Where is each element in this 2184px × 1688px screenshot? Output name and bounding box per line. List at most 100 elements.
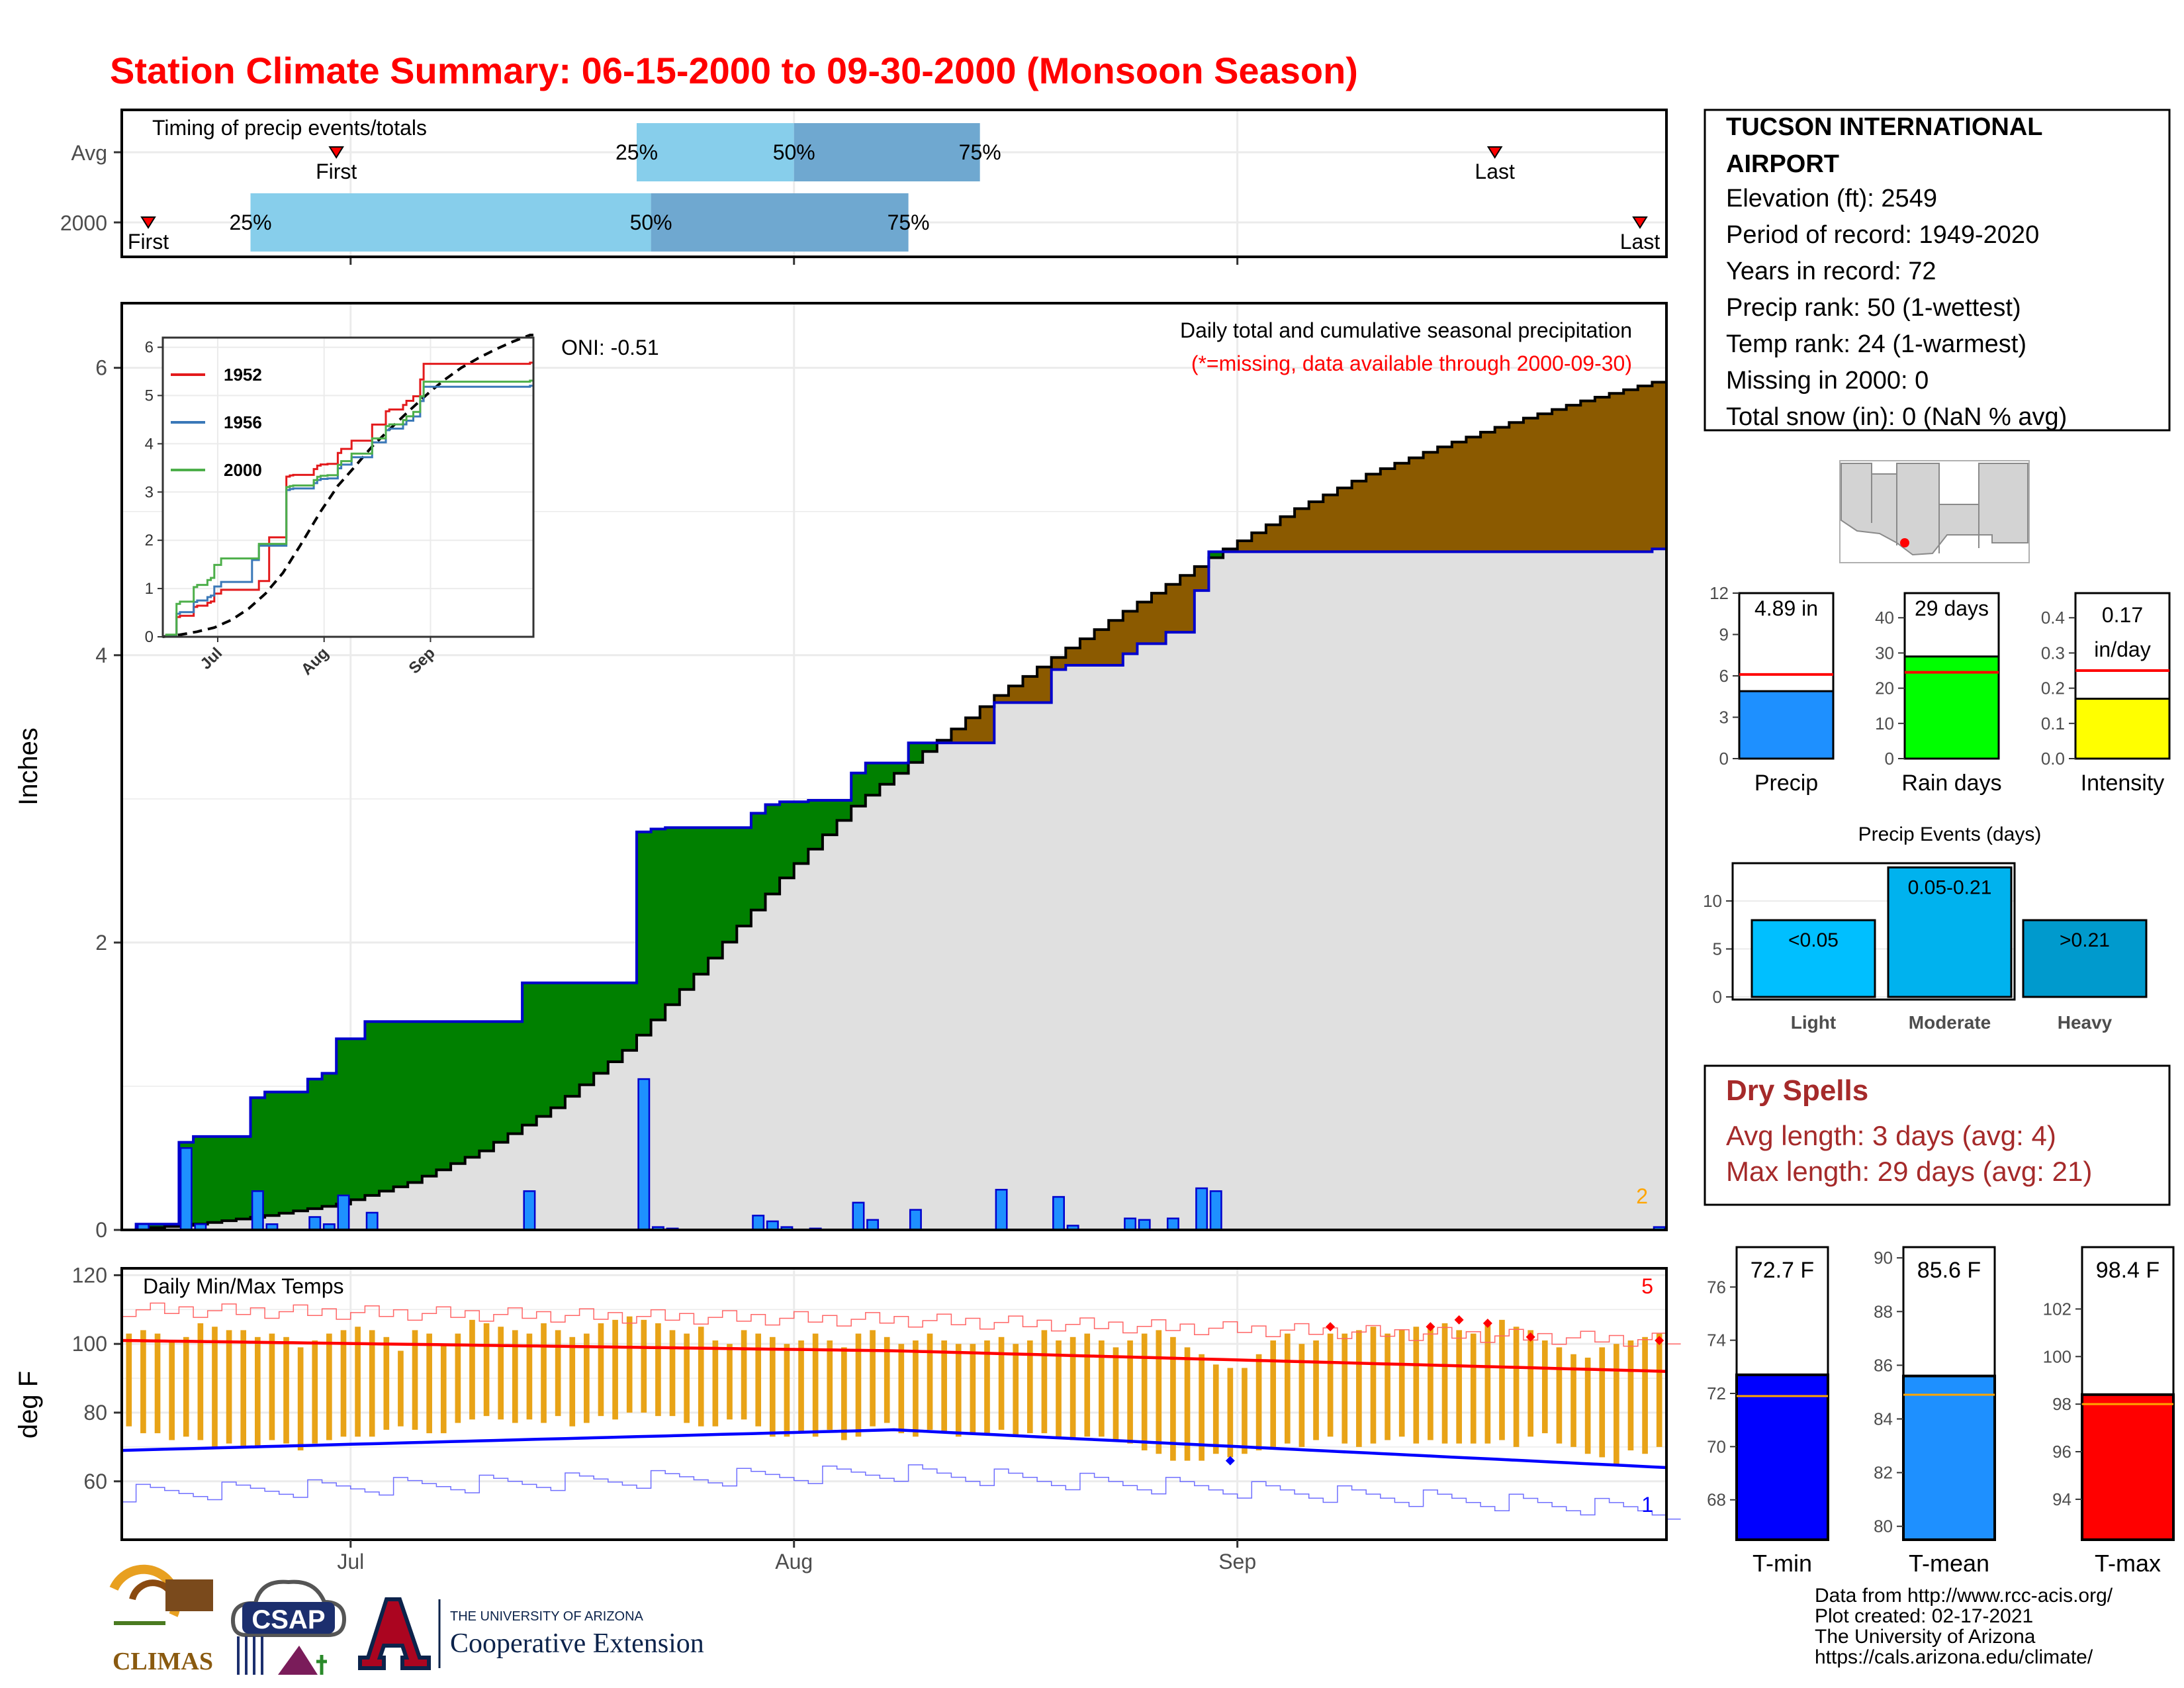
inset-y-tick-label: 0: [145, 628, 154, 646]
daily-precip-bar: [866, 1219, 880, 1231]
station-details: Elevation (ft): 2549 Period of record: 19…: [1726, 185, 2067, 431]
mini-bar-value-unit: in/day: [2094, 637, 2150, 661]
precip-y-tick-label: 2: [95, 931, 107, 955]
oni-label: ONI: -0.51: [561, 336, 659, 359]
temp-range-bar: [269, 1333, 275, 1440]
temp-mini-y-tick-label: 102: [2043, 1299, 2071, 1319]
climas-logo-text: CLIMAS: [113, 1648, 213, 1675]
precip-events-chart: Precip Events (days) 0 5 10 <0.05 Light 0.05-…: [1703, 823, 2148, 1033]
temp-range-bar: [684, 1333, 690, 1423]
temp-range-bar: [1584, 1357, 1591, 1454]
temp-range-bar: [1570, 1354, 1576, 1447]
temp-range-bar: [1270, 1340, 1277, 1447]
temp-range-bar: [297, 1347, 304, 1451]
inset-line-1956: [163, 385, 533, 638]
temp-range-bar: [498, 1327, 504, 1420]
ua-logo-bottom: Cooperative Extension: [450, 1628, 704, 1659]
temp-range-bar: [455, 1333, 461, 1423]
temp-range-bar: [655, 1323, 661, 1417]
temp-range-bar: [183, 1336, 189, 1437]
inset-y-tick-label: 4: [145, 435, 154, 453]
temp-range-bar: [1627, 1340, 1634, 1451]
temp-mini-label: T-mean: [1909, 1550, 1989, 1577]
temp-panel-label: Daily Min/Max Temps: [143, 1274, 343, 1298]
temp-range-bar: [1513, 1327, 1520, 1447]
station-name-line2: AIRPORT: [1726, 150, 1839, 178]
temp-range-bar: [1370, 1327, 1377, 1444]
events-bar-label: Heavy: [2058, 1012, 2113, 1033]
temp-range-bar: [1470, 1333, 1477, 1444]
station-detail-line: Precip rank: 50 (1-wettest): [1726, 294, 2021, 322]
temp-range-bar: [1599, 1347, 1606, 1458]
temp-range-bar: [140, 1330, 146, 1434]
footer-credit-line: Data from http://www.rcc-acis.org/: [1815, 1585, 2113, 1607]
station-location-dot: [1900, 538, 1909, 547]
university-of-arizona-logo: THE UNIVERSITY OF ARIZONA Cooperative Ex…: [358, 1597, 704, 1670]
temp-range-bar: [440, 1344, 447, 1434]
temp-mini-y-tick-label: 98: [2052, 1394, 2071, 1414]
temp-range-bar: [1113, 1347, 1119, 1440]
temp-range-bar: [1255, 1354, 1262, 1451]
temp-range-bar: [412, 1330, 418, 1430]
temp-range-bar: [355, 1327, 361, 1437]
map-region-shape: [1841, 463, 2028, 556]
daily-precip-bar: [1124, 1217, 1137, 1231]
temp-range-bar: [1484, 1323, 1491, 1444]
events-bar-label: Moderate: [1909, 1012, 1991, 1033]
inset-y-tick-label: 6: [145, 339, 154, 357]
temperature-panel: 60 80 100 120 Daily Min/Max Temps 5 1 deg F…: [14, 1263, 1681, 1573]
daily-precip-bar: [1052, 1196, 1065, 1231]
csap-logo-text: CSAP: [251, 1605, 325, 1634]
temp-range-bar: [1056, 1340, 1062, 1437]
mini-bar-label: Intensity: [2081, 771, 2165, 796]
temp-range-bar: [1656, 1333, 1662, 1447]
temp-y-tick-label: 60: [83, 1470, 107, 1493]
temp-range-bar: [483, 1323, 490, 1417]
temp-range-bar: [283, 1336, 289, 1444]
mini-bar-label: Rain days: [1901, 771, 2001, 796]
temp-mini-y-tick-label: 100: [2043, 1346, 2071, 1366]
temp-range-bar: [984, 1340, 990, 1434]
below-normal-area: [122, 382, 1666, 1230]
daily-precip-bar: [308, 1216, 322, 1231]
events-bar-value-label: >0.21: [2060, 929, 2110, 951]
record-high-marker: [1326, 1322, 1336, 1332]
temp-range-bar: [841, 1347, 847, 1440]
mini-bar-label: Precip: [1754, 771, 1818, 796]
station-detail-line: Total snow (in): 0 (NaN % avg): [1726, 403, 2067, 431]
temp-mini-y-tick-label: 76: [1707, 1277, 1726, 1297]
temp-mini-value-label: 98.4 F: [2096, 1258, 2160, 1283]
footer-credits: Data from http://www.rcc-acis.org/Plot c…: [1815, 1585, 2113, 1668]
temp-range-bar: [1441, 1323, 1448, 1444]
timing-marker-label: First: [316, 160, 357, 183]
temp-range-bar: [927, 1333, 933, 1430]
events-bar: [1751, 919, 1876, 998]
inset-series-lines: [163, 361, 533, 638]
temp-range-bar: [1284, 1333, 1291, 1444]
temp-range-bar: [1127, 1340, 1133, 1444]
mini-y-tick-label: 40: [1875, 608, 1894, 628]
temp-range-bar: [240, 1330, 247, 1447]
daily-precip-bar: [852, 1201, 865, 1231]
temp-range-bars: [126, 1316, 1662, 1464]
timing-marker-triangle: [1632, 216, 1648, 229]
daily-precip-bar: [637, 1078, 651, 1231]
quartile-label-75: 75%: [959, 140, 1001, 164]
record-high-marker: [1655, 1335, 1664, 1345]
temp-range-bar: [326, 1333, 332, 1440]
temp-range-bar: [769, 1336, 776, 1437]
x-tick-label: Sep: [1218, 1550, 1256, 1573]
temp-range-bar: [526, 1333, 533, 1420]
temp-range-bar: [1556, 1347, 1563, 1444]
daily-precip-bar: [752, 1215, 765, 1231]
temp-mini-y-tick-label: 82: [1874, 1463, 1893, 1483]
temp-range-bar: [1199, 1354, 1205, 1461]
temp-range-bar: [598, 1323, 604, 1417]
quartile-label-75: 75%: [887, 211, 930, 234]
temp-min-record-count: 1: [1641, 1493, 1653, 1517]
record-min-line: [122, 1464, 1681, 1520]
temp-range-bar: [1298, 1344, 1305, 1447]
temp-range-bar: [555, 1330, 561, 1417]
temp-range-bar: [1242, 1368, 1248, 1454]
